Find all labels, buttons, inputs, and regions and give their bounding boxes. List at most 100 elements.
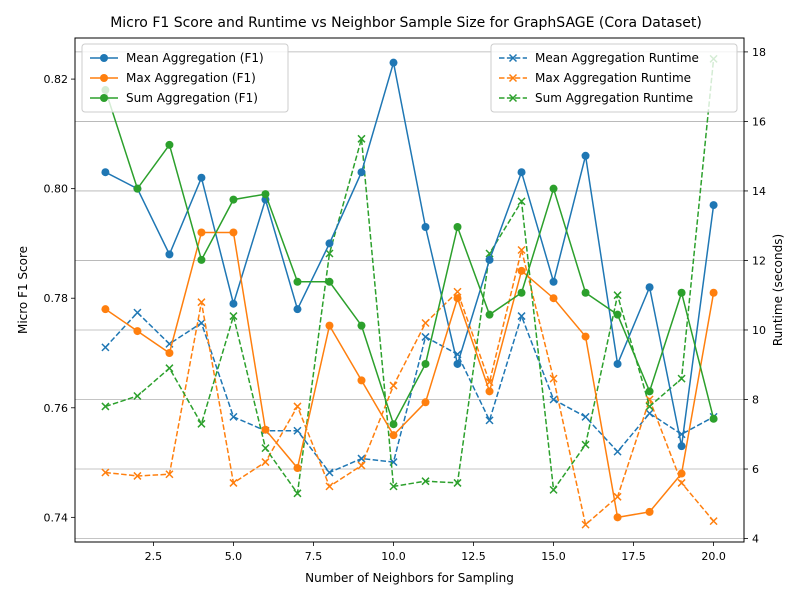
f1-point (165, 140, 174, 149)
runtime-point (357, 454, 366, 463)
y-right-tick-label: 4 (752, 533, 759, 546)
f1-point (453, 359, 462, 368)
runtime-point (229, 412, 238, 421)
x-tick-label: 15.0 (541, 550, 566, 563)
runtime-series-1 (101, 308, 718, 477)
y-axis-left-label: Micro F1 Score (16, 246, 30, 334)
runtime-point (293, 489, 302, 498)
f1-point (421, 223, 430, 231)
f1-point (293, 305, 302, 314)
runtime-point (453, 478, 462, 487)
runtime-point (453, 287, 462, 296)
y-right-tick-label: 8 (752, 393, 759, 406)
runtime-series-2 (101, 245, 718, 529)
legend-marker (508, 73, 518, 83)
f1-point (389, 431, 398, 440)
f1-point (229, 228, 238, 237)
f1-series-line (104, 89, 715, 427)
runtime-series-line (104, 311, 714, 474)
runtime-point (677, 374, 686, 383)
f1-point (581, 151, 590, 160)
f1-point (613, 310, 622, 319)
y-right-tick-label: 6 (752, 463, 759, 476)
runtime-point (485, 249, 494, 258)
plot-frame (74, 37, 745, 543)
f1-point (677, 469, 686, 478)
runtime-point (197, 419, 206, 428)
f1-point (677, 442, 686, 451)
f1-point (453, 223, 462, 231)
runtime-point (165, 364, 174, 373)
f1-point (293, 464, 302, 473)
f1-point (613, 513, 622, 522)
y-axis-right-label: Runtime (seconds) (771, 234, 785, 346)
runtime-point (581, 440, 590, 449)
f1-series-line (105, 62, 715, 447)
f1-point (517, 288, 526, 297)
f1-point (165, 250, 174, 259)
runtime-point (293, 402, 302, 411)
x-axis: 2.5 5.0 7.5 10.0 12.5 15.0 17.5 20.0 (145, 542, 726, 563)
f1-point (485, 255, 494, 264)
f1-point (133, 184, 142, 193)
x-tick-label: 5.0 (225, 550, 243, 563)
f1-point (517, 266, 526, 275)
runtime-point (421, 477, 430, 486)
runtime-point (613, 291, 622, 300)
runtime-point (133, 471, 142, 480)
f1-point (261, 425, 270, 434)
f1-point (261, 190, 270, 199)
y-right-tick-label: 12 (752, 254, 766, 267)
f1-point (101, 168, 110, 177)
f1-point (421, 359, 430, 368)
runtime-point (325, 249, 334, 258)
y-left-tick-label: 0.80 (44, 183, 69, 196)
runtime-point (165, 470, 174, 479)
runtime-point (325, 468, 334, 477)
f1-point (645, 387, 654, 396)
x-tick-label: 7.5 (305, 550, 323, 563)
f1-point (165, 349, 174, 357)
legend-marker (100, 54, 108, 62)
runtime-point (261, 444, 270, 453)
legend-label: Sum Aggregation Runtime (535, 91, 693, 105)
f1-point (549, 184, 558, 193)
f1-point (229, 195, 238, 204)
y-left-tick-label: 0.82 (44, 73, 69, 86)
f1-point (357, 376, 366, 385)
y-axis-right: 4 6 8 10 12 14 16 18 (744, 46, 766, 546)
f1-point (581, 288, 590, 297)
x-tick-label: 20.0 (701, 550, 726, 563)
runtime-point (421, 332, 430, 341)
runtime-point (197, 318, 206, 328)
y-right-tick-label: 14 (752, 185, 766, 198)
f1-point (101, 305, 110, 314)
legend-marker (508, 53, 518, 63)
runtime-point (549, 395, 558, 404)
runtime-point (101, 402, 110, 411)
runtime-point (389, 381, 398, 390)
x-axis-label: Number of Neighbors for Sampling (305, 571, 514, 585)
y-left-tick-label: 0.78 (44, 292, 69, 305)
f1-point (325, 277, 334, 286)
runtime-point (389, 482, 398, 491)
runtime-point (517, 197, 526, 206)
runtime-point (293, 426, 302, 435)
f1-point (293, 277, 302, 286)
f1-series-2 (101, 228, 718, 522)
f1-point (709, 288, 718, 297)
f1-point (549, 294, 558, 303)
f1-point (453, 294, 462, 303)
runtime-point (613, 447, 622, 456)
legend-marker (508, 93, 518, 103)
x-tick-label: 2.5 (145, 550, 163, 563)
legend-box (490, 43, 738, 113)
f1-point (613, 359, 622, 368)
legend-marker (100, 74, 108, 82)
f1-point (197, 173, 206, 182)
runtime-point (357, 134, 366, 143)
runtime-point (645, 402, 654, 411)
runtime-point (133, 308, 142, 317)
f1-point (581, 332, 590, 341)
legend-label: Max Aggregation Runtime (535, 71, 691, 85)
